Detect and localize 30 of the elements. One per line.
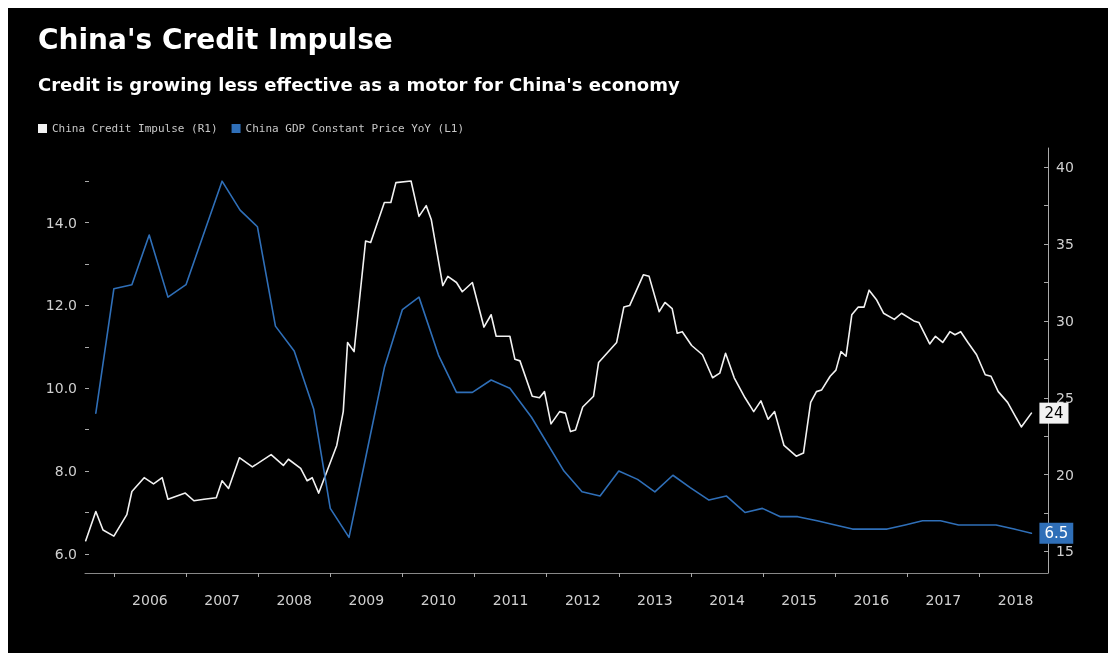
- x-tick-label: 2017: [925, 592, 962, 608]
- y2-tick-label: 35: [1056, 236, 1074, 253]
- data-label: 6.5: [1044, 524, 1069, 543]
- x-tick-label: 2015: [781, 592, 817, 608]
- chart-subtitle: Credit is growing less effective as a motor for China's economy: [38, 73, 680, 95]
- y-tick-label: 10.0: [45, 380, 77, 397]
- y2-tick-label: 20: [1056, 466, 1074, 483]
- x-tick-label: 2007: [204, 592, 240, 608]
- x-tick-label: 2011: [492, 592, 529, 608]
- y-tick-label: 12.0: [45, 297, 77, 314]
- y-tick-label: 14.0: [45, 214, 77, 231]
- x-tick-label: 2018: [997, 592, 1034, 608]
- legend-label: China Credit Impulse (R1): [52, 122, 218, 135]
- legend-label: China GDP Constant Price YoY (L1): [245, 122, 465, 135]
- data-label: 24: [1044, 404, 1064, 423]
- y-tick-label: 8.0: [54, 463, 77, 480]
- y-tick-label: 6.0: [54, 545, 77, 562]
- x-tick-label: 2006: [132, 592, 168, 608]
- x-tick-label: 2008: [276, 592, 313, 608]
- x-tick-label: 2009: [348, 592, 385, 608]
- x-tick-label: 2012: [564, 592, 601, 608]
- x-tick-label: 2016: [853, 592, 890, 608]
- y2-tick-label: 25: [1056, 389, 1074, 406]
- x-tick-label: 2010: [420, 592, 457, 608]
- y2-tick-label: 40: [1056, 159, 1074, 176]
- chart-title: China's Credit Impulse: [38, 22, 393, 56]
- x-tick-label: 2013: [637, 592, 673, 608]
- x-tick-label: 2014: [709, 592, 745, 608]
- y2-tick-label: 30: [1056, 312, 1074, 329]
- y2-tick-label: 15: [1056, 543, 1074, 560]
